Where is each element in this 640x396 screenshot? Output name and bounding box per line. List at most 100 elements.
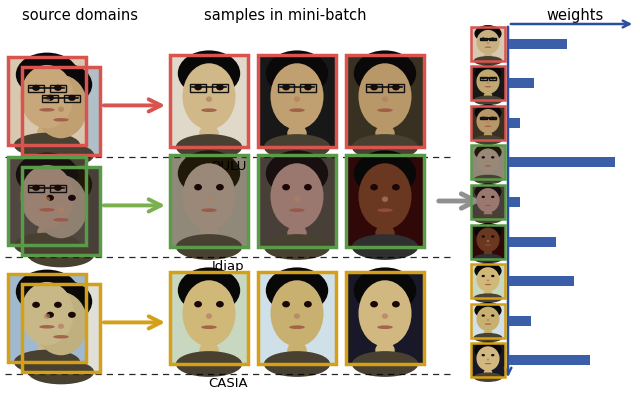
Bar — [64, 95, 80, 102]
Bar — [490, 77, 496, 80]
Ellipse shape — [58, 207, 64, 212]
Ellipse shape — [484, 92, 492, 98]
Bar — [471, 106, 505, 140]
Ellipse shape — [484, 244, 492, 246]
Ellipse shape — [358, 63, 412, 129]
Ellipse shape — [491, 196, 495, 198]
Ellipse shape — [216, 84, 224, 90]
Ellipse shape — [304, 84, 312, 90]
Ellipse shape — [271, 163, 323, 230]
Ellipse shape — [37, 341, 57, 357]
Ellipse shape — [39, 325, 55, 329]
Bar — [346, 55, 424, 147]
Bar — [258, 272, 336, 364]
Ellipse shape — [289, 326, 305, 329]
Ellipse shape — [358, 280, 412, 346]
Bar — [480, 77, 486, 80]
Ellipse shape — [392, 301, 400, 307]
Ellipse shape — [53, 118, 69, 122]
Bar — [471, 304, 505, 338]
Ellipse shape — [304, 184, 312, 190]
Ellipse shape — [481, 38, 485, 40]
Bar — [8, 274, 86, 362]
Bar — [471, 264, 505, 298]
Ellipse shape — [28, 360, 94, 385]
Ellipse shape — [287, 225, 307, 242]
Ellipse shape — [266, 150, 328, 196]
Ellipse shape — [178, 150, 240, 196]
Bar — [22, 284, 100, 372]
Bar — [258, 155, 336, 247]
Ellipse shape — [201, 326, 217, 329]
Ellipse shape — [216, 301, 224, 307]
Bar — [212, 84, 228, 92]
Bar — [388, 84, 404, 92]
Bar — [366, 84, 382, 92]
Ellipse shape — [35, 175, 88, 238]
Ellipse shape — [484, 211, 492, 217]
Ellipse shape — [476, 346, 500, 371]
Ellipse shape — [46, 195, 54, 201]
Ellipse shape — [474, 95, 502, 105]
Ellipse shape — [352, 134, 418, 160]
Ellipse shape — [182, 280, 236, 346]
Bar — [509, 355, 589, 365]
Bar — [346, 272, 424, 364]
Ellipse shape — [264, 134, 330, 160]
Bar — [509, 78, 534, 88]
Ellipse shape — [199, 225, 219, 242]
Bar — [22, 67, 100, 155]
Ellipse shape — [194, 301, 202, 307]
Ellipse shape — [370, 301, 378, 307]
Bar — [258, 272, 336, 364]
Ellipse shape — [491, 38, 495, 40]
Bar — [258, 55, 336, 147]
Bar — [471, 225, 505, 259]
Ellipse shape — [39, 108, 55, 112]
Ellipse shape — [352, 234, 418, 260]
Ellipse shape — [30, 280, 92, 324]
Ellipse shape — [178, 50, 240, 96]
Ellipse shape — [476, 188, 500, 213]
Ellipse shape — [28, 143, 94, 168]
Ellipse shape — [474, 293, 502, 303]
Ellipse shape — [266, 50, 328, 96]
Bar — [509, 118, 520, 128]
Ellipse shape — [30, 63, 92, 107]
Ellipse shape — [481, 314, 485, 317]
Ellipse shape — [201, 109, 217, 112]
Ellipse shape — [491, 156, 495, 158]
Bar — [509, 276, 574, 286]
Ellipse shape — [486, 280, 490, 282]
Ellipse shape — [474, 373, 502, 382]
Bar — [509, 197, 520, 207]
Bar — [8, 57, 86, 145]
Bar — [28, 85, 44, 92]
Bar — [471, 106, 505, 140]
Ellipse shape — [14, 350, 80, 374]
Ellipse shape — [51, 351, 71, 367]
Ellipse shape — [474, 263, 502, 280]
Bar — [509, 158, 616, 168]
Ellipse shape — [282, 184, 290, 190]
Bar — [50, 185, 66, 192]
Ellipse shape — [375, 125, 395, 141]
Bar — [170, 155, 248, 247]
Ellipse shape — [370, 184, 378, 190]
Ellipse shape — [51, 134, 71, 150]
Bar — [22, 167, 100, 255]
Ellipse shape — [37, 224, 57, 240]
Ellipse shape — [201, 208, 217, 212]
Ellipse shape — [54, 85, 62, 91]
Ellipse shape — [271, 280, 323, 346]
Ellipse shape — [392, 84, 400, 90]
Ellipse shape — [481, 235, 485, 238]
Bar — [8, 274, 86, 362]
Ellipse shape — [44, 97, 50, 102]
Ellipse shape — [216, 184, 224, 190]
Bar — [471, 225, 505, 259]
Ellipse shape — [282, 84, 290, 90]
Ellipse shape — [51, 234, 71, 250]
Ellipse shape — [476, 30, 500, 54]
Bar — [278, 84, 294, 92]
